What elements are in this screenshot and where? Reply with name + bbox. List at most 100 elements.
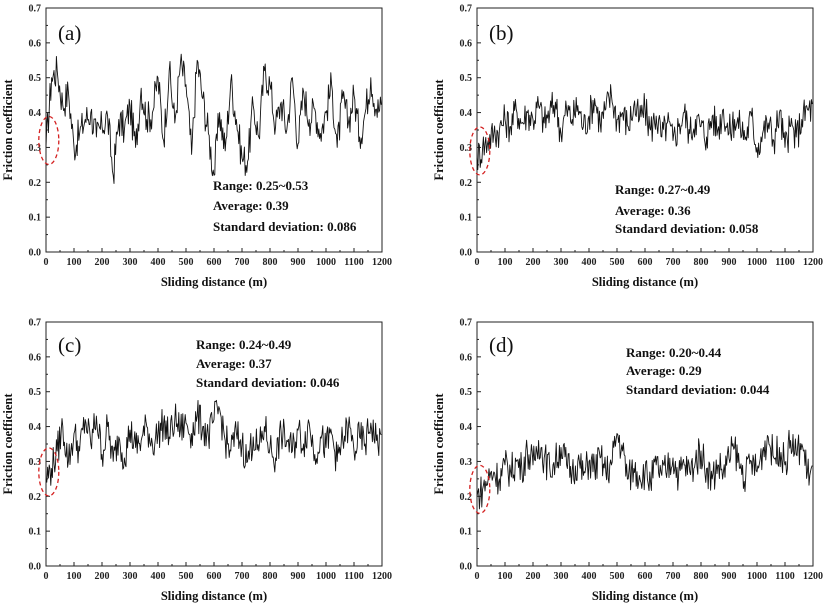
x-axis-title: Sliding distance (m): [161, 589, 267, 603]
x-tick-label: 300: [554, 571, 569, 582]
x-tick-label: 0: [44, 257, 49, 268]
y-axis-title: Friction coefficient: [1, 79, 15, 181]
y-tick-label: 0.3: [460, 143, 473, 154]
stat-range: Range: 0.24~0.49: [196, 337, 292, 352]
x-tick-label: 500: [610, 257, 625, 268]
stat-average: Average: 0.39: [213, 198, 289, 213]
x-tick-label: 200: [526, 571, 541, 582]
friction-trace: [476, 429, 813, 510]
y-tick-label: 0.6: [29, 38, 42, 49]
y-tick-label: 0.2: [29, 178, 42, 189]
x-tick-label: 700: [666, 571, 681, 582]
x-tick-label: 200: [526, 257, 541, 268]
x-tick-label: 200: [95, 571, 110, 582]
chart-panel: 0 100 200 300 400 500 600 700 800 900 1000 1100 1200…: [432, 318, 823, 604]
y-tick-label: 0.1: [29, 213, 42, 224]
x-tick-label: 300: [123, 257, 138, 268]
x-tick-label: 400: [151, 257, 166, 268]
x-tick-label: 800: [263, 257, 278, 268]
x-tick-label: 800: [694, 571, 709, 582]
x-tick-label: 1100: [775, 257, 794, 268]
x-tick-label: 1200: [372, 257, 392, 268]
x-tick-label: 600: [638, 571, 653, 582]
y-tick-label: 0.2: [460, 178, 473, 189]
stat-std: Standard deviation: 0.058: [615, 221, 759, 236]
x-tick-label: 700: [235, 257, 250, 268]
y-tick-label: 0.3: [460, 457, 473, 468]
x-axis-title: Sliding distance (m): [592, 589, 698, 603]
panel-label: (c): [58, 333, 81, 357]
y-tick-label: 0.2: [460, 492, 473, 503]
y-tick-label: 0.0: [29, 562, 42, 573]
panel-label: (b): [489, 21, 514, 45]
x-tick-label: 100: [67, 571, 82, 582]
x-tick-label: 500: [610, 571, 625, 582]
stat-std: Standard deviation: 0.044: [626, 382, 770, 397]
x-tick-label: 900: [722, 257, 737, 268]
y-axis-title: Friction coefficient: [432, 393, 446, 495]
y-tick-label: 0.5: [460, 73, 473, 84]
stat-range: Range: 0.25~0.53: [213, 178, 309, 193]
panel-label: (a): [58, 21, 81, 45]
y-tick-label: 0.3: [29, 457, 42, 468]
x-tick-label: 600: [207, 257, 222, 268]
run-in-highlight-ellipse: [38, 447, 60, 497]
x-axis-title: Sliding distance (m): [161, 275, 267, 289]
x-tick-label: 900: [722, 571, 737, 582]
x-tick-label: 700: [235, 571, 250, 582]
y-tick-label: 0.5: [29, 387, 42, 398]
y-tick-label: 0.1: [460, 213, 473, 224]
stat-average: Average: 0.29: [626, 363, 702, 378]
x-tick-label: 0: [475, 571, 480, 582]
x-tick-label: 600: [638, 257, 653, 268]
x-tick-label: 800: [694, 257, 709, 268]
friction-trace: [45, 399, 382, 486]
x-tick-label: 700: [666, 257, 681, 268]
x-axis-title: Sliding distance (m): [592, 275, 698, 289]
run-in-highlight-ellipse: [38, 115, 60, 166]
panel-label: (d): [489, 333, 514, 357]
stat-std: Standard deviation: 0.086: [213, 219, 357, 234]
x-tick-label: 1000: [747, 257, 767, 268]
x-tick-label: 500: [179, 257, 194, 268]
x-tick-label: 1100: [344, 257, 363, 268]
y-tick-label: 0.7: [460, 318, 473, 329]
stat-range: Range: 0.20~0.44: [626, 345, 722, 360]
y-tick-label: 0.6: [460, 38, 473, 49]
x-tick-label: 900: [291, 571, 306, 582]
y-axis-title: Friction coefficient: [1, 393, 15, 495]
x-tick-label: 400: [151, 571, 166, 582]
x-tick-label: 0: [44, 571, 49, 582]
y-tick-label: 0.1: [460, 527, 473, 538]
x-tick-label: 300: [554, 257, 569, 268]
y-tick-label: 0.5: [29, 73, 42, 84]
x-tick-label: 100: [498, 571, 513, 582]
y-tick-label: 0.6: [29, 352, 42, 363]
y-tick-label: 0.0: [460, 562, 473, 573]
y-tick-label: 0.4: [29, 422, 42, 433]
x-tick-label: 0: [475, 257, 480, 268]
x-tick-label: 200: [95, 257, 110, 268]
x-tick-label: 100: [498, 257, 513, 268]
friction-trace: [476, 84, 813, 171]
y-tick-label: 0.4: [460, 422, 473, 433]
x-tick-label: 1000: [747, 571, 767, 582]
x-tick-label: 500: [179, 571, 194, 582]
y-tick-label: 0.7: [29, 318, 42, 329]
stat-average: Average: 0.36: [615, 203, 691, 218]
stat-average: Average: 0.37: [196, 356, 272, 371]
run-in-highlight-ellipse: [469, 126, 491, 176]
x-tick-label: 1200: [803, 571, 823, 582]
y-tick-label: 0.0: [460, 248, 473, 259]
chart-panel: 0 100 200 300 400 500 600 700 800 900 1000 1100 1200…: [432, 4, 823, 290]
x-tick-label: 400: [582, 257, 597, 268]
chart-panel: 0 100 200 300 400 500 600 700 800 900 1000 1100 1200…: [1, 4, 392, 290]
y-tick-label: 0.5: [460, 387, 473, 398]
friction-trace: [45, 53, 382, 184]
x-tick-label: 600: [207, 571, 222, 582]
x-tick-label: 1100: [344, 571, 363, 582]
x-tick-label: 800: [263, 571, 278, 582]
y-tick-label: 0.4: [29, 108, 42, 119]
x-tick-label: 1200: [803, 257, 823, 268]
y-tick-label: 0.1: [29, 527, 42, 538]
